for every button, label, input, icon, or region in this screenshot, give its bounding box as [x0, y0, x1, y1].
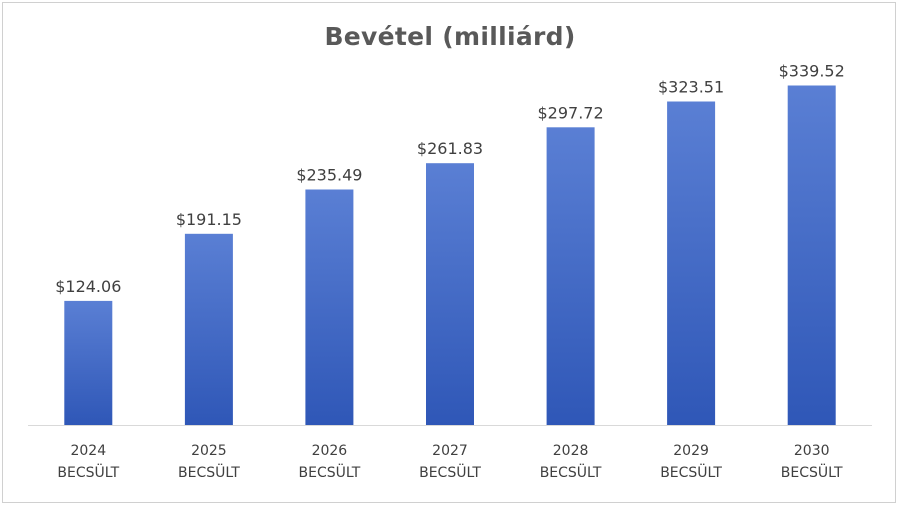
data-label-2026: $235.49	[296, 166, 362, 185]
x-tick-label-2025-line1: 2025	[191, 443, 227, 459]
x-tick-label-2027-line2: BECSÜLT	[419, 463, 481, 481]
x-tick-label-2030-line1: 2030	[794, 443, 830, 459]
x-tick-labels-group: 2024 BECSÜLT 2025 BECSÜLT 2026 BECSÜLT 2027 BEC…	[57, 443, 843, 481]
x-tick-label-2026-line1: 2026	[312, 443, 348, 459]
x-tick-label-2029-line2: BECSÜLT	[660, 463, 722, 481]
data-label-2024: $124.06	[55, 277, 121, 296]
x-tick-label-2026-line2: BECSÜLT	[299, 463, 361, 481]
data-label-2030: $339.52	[779, 62, 845, 81]
bars-group	[64, 85, 836, 426]
bar-2025	[184, 233, 233, 425]
data-label-2029: $323.51	[658, 78, 724, 97]
bar-2029	[667, 101, 716, 425]
x-tick-label-2024-line1: 2024	[70, 443, 106, 459]
bar-2027	[426, 163, 474, 425]
x-tick-label-2028-line2: BECSÜLT	[540, 463, 602, 481]
data-label-2027: $261.83	[417, 139, 483, 158]
data-label-2025: $191.15	[176, 210, 242, 229]
bar-2030	[787, 85, 836, 425]
chart-title: Bevétel (milliárd)	[324, 22, 576, 51]
x-tick-label-2029-line1: 2029	[673, 443, 709, 459]
x-tick-label-2024-line2: BECSÜLT	[57, 463, 119, 481]
x-tick-label-2025-line2: BECSÜLT	[178, 463, 240, 481]
bar-2024	[64, 300, 113, 425]
x-tick-label-2027-line1: 2027	[432, 443, 468, 459]
bar-2026	[305, 189, 354, 425]
data-labels-group: $124.06 $191.15 $235.49 $261.83 $297.72 $323.…	[55, 62, 845, 296]
bar-2028	[546, 127, 595, 426]
x-tick-label-2028-line1: 2028	[553, 443, 589, 459]
data-label-2028: $297.72	[538, 103, 604, 122]
x-tick-label-2030-line2: BECSÜLT	[781, 463, 843, 481]
